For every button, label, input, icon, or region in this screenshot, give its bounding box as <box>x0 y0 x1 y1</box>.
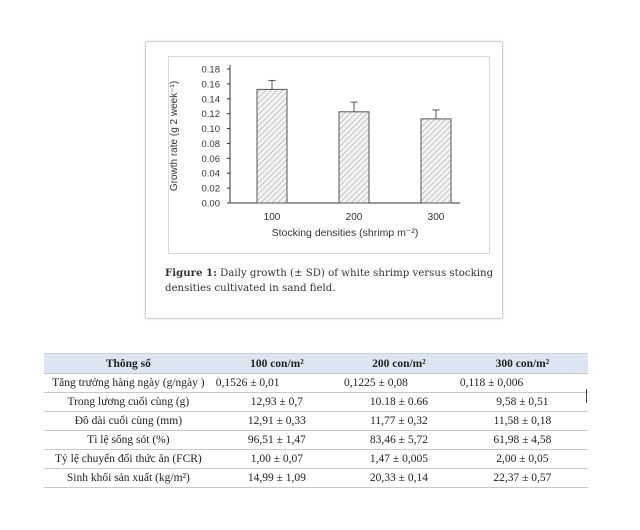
figure-caption-text: Daily growth (± SD) of white shrimp vers… <box>165 268 494 294</box>
cell-value: 14,99 ± 1,09 <box>212 468 342 488</box>
y-tick-label: 0.08 <box>202 139 221 150</box>
figure-caption-label: Figure 1: <box>165 267 217 279</box>
y-tick-label: 0.16 <box>202 79 221 90</box>
header-200: 200 con/m² <box>341 353 457 374</box>
bar-100 <box>256 88 288 204</box>
growth-rate-bar-chart: 0.00 0.02 0.04 0.06 0.08 0.10 0.12 0.14 0.16 0.18… <box>169 65 460 239</box>
header-100: 100 con/m² <box>212 353 342 374</box>
y-tick-label: 0.18 <box>202 65 221 76</box>
row-label: Tì lệ sống sót (%) <box>44 430 213 450</box>
row-label: Sinh khối sản xuất (kg/m²) <box>44 468 213 488</box>
cell-value: 83,46 ± 5,72 <box>341 430 457 450</box>
y-axis-label: Growth rate (g 2 week⁻¹) <box>169 81 180 191</box>
table-row: Tỷ lệ chuyển đổi thức ăn (FCR) 1,00 ± 0,… <box>44 449 588 469</box>
x-tick-label: 100 <box>264 212 281 223</box>
bar-200 <box>338 111 370 204</box>
table-row: Sinh khối sản xuất (kg/m²) 14,99 ± 1,09 … <box>44 468 588 488</box>
row-label: Tỷ lệ chuyển đổi thức ăn (FCR) <box>44 449 213 469</box>
cell-value: 11,77 ± 0,32 <box>341 411 457 431</box>
cell-value: 0,1225 ± 0,08 <box>341 373 457 393</box>
x-tick-label: 300 <box>428 212 445 223</box>
cell-value: 22,37 ± 0,57 <box>456 468 588 488</box>
y-tick-label: 0.00 <box>202 199 221 210</box>
results-table: Thông số 100 con/m² 200 con/m² 300 con/m… <box>44 353 588 488</box>
y-tick-label: 0.06 <box>202 154 221 165</box>
cell-value: 1,00 ± 0,07 <box>212 449 342 469</box>
cell-value: 9,58 ± 0,51 <box>456 392 588 412</box>
cursor-mark <box>586 389 587 403</box>
x-tick-label: 200 <box>346 212 363 223</box>
cell-value: 20,33 ± 0,14 <box>341 468 457 488</box>
y-tick-label: 0.02 <box>202 184 221 195</box>
y-tick-label: 0.10 <box>202 124 221 135</box>
bar-300 <box>420 118 452 204</box>
table-row: Đô dài cuối cùng (mm) 12,91 ± 0,33 11,77… <box>44 411 588 431</box>
cell-value: 11,58 ± 0,18 <box>456 411 588 431</box>
cell-value: 0,118 ± 0,006 <box>456 373 588 393</box>
header-parameter: Thông số <box>44 353 213 374</box>
cell-value: 2,00 ± 0,05 <box>456 449 588 469</box>
cell-value: 96,51 ± 1,47 <box>212 430 342 450</box>
y-tick-label: 0.12 <box>202 109 221 120</box>
table-row: Tì lệ sống sót (%) 96,51 ± 1,47 83,46 ± … <box>44 430 588 450</box>
cell-value: 61,98 ± 4,58 <box>456 430 588 450</box>
y-tick-label: 0.14 <box>202 94 221 105</box>
row-label: Trong lương cuối cùng (g) <box>44 392 213 412</box>
x-axis-label: Stocking densities (shrimp m⁻²) <box>272 227 419 239</box>
header-300: 300 con/m² <box>456 353 588 374</box>
figure-caption: Figure 1: Daily growth (± SD) of white s… <box>165 266 495 296</box>
table-row: Trong lương cuối cùng (g) 12,93 ± 0,7 10… <box>44 392 588 412</box>
cell-value: 1,47 ± 0,005 <box>341 449 457 469</box>
cell-value: 12,93 ± 0,7 <box>212 392 342 412</box>
table-header-row: Thông số 100 con/m² 200 con/m² 300 con/m… <box>44 353 588 374</box>
y-tick-label: 0.04 <box>202 169 221 180</box>
cell-value: 12,91 ± 0,33 <box>212 411 342 431</box>
table-row: Tăng trưởng hàng ngày (g/ngày ) 0,1526 ±… <box>44 373 588 393</box>
cell-value: 0,1526 ± 0,01 <box>212 373 342 393</box>
row-label: Tăng trưởng hàng ngày (g/ngày ) <box>44 373 213 393</box>
row-label: Đô dài cuối cùng (mm) <box>44 411 213 431</box>
cell-value: 10.18 ± 0.66 <box>341 392 457 412</box>
